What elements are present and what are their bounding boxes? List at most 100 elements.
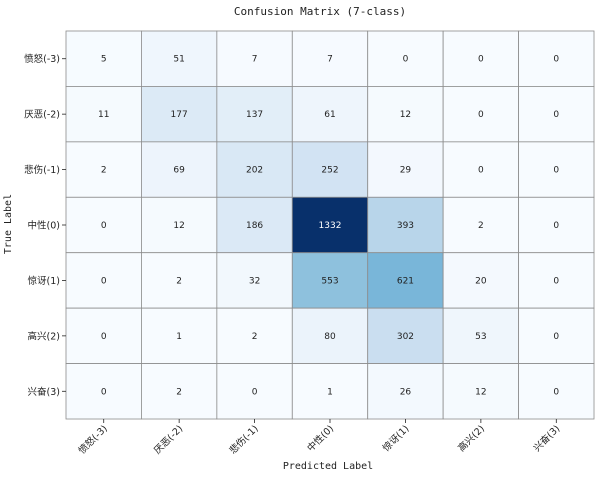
cell-value-label: 302	[397, 332, 414, 342]
heatmap-cell	[216, 307, 293, 364]
heatmap-cell	[216, 141, 293, 198]
cell-value-label: 2	[176, 276, 182, 286]
cell-value-label: 186	[246, 221, 263, 231]
heatmap-cell	[291, 141, 369, 198]
cell-value-label: 12	[475, 387, 486, 397]
cell-value-label: 393	[397, 221, 414, 231]
heatmap-cell	[216, 30, 293, 87]
y-tick-label: 兴奋(3)	[28, 386, 60, 398]
cell-value-label: 0	[101, 221, 107, 231]
cell-value-label: 0	[101, 332, 107, 342]
cell-value-label: 0	[478, 166, 484, 176]
heatmap-cell	[216, 86, 293, 143]
cell-value-label: 69	[173, 166, 185, 176]
x-tick-label: 兴奋(3)	[531, 423, 562, 454]
cell-value-label: 12	[173, 221, 184, 231]
x-tick-label: 悲伤(-1)	[227, 423, 261, 457]
heatmap-cell	[291, 307, 369, 364]
heatmap-cell	[291, 363, 369, 420]
heatmap-cell	[141, 141, 218, 198]
heatmap-cell	[518, 86, 595, 143]
cell-value-label: 7	[252, 55, 258, 65]
heatmap-cell	[367, 30, 444, 87]
heatmap-cell	[442, 141, 519, 198]
heatmap-cell	[65, 196, 142, 254]
y-axis-label: True Label	[3, 194, 14, 254]
y-tick-labels: 愤怒(-3) 厌恶(-2) 悲伤(-1) 中性(0) 惊讶(1) 高兴(2) 兴奋(3)	[24, 53, 66, 398]
cell-value-label: 1	[176, 332, 182, 342]
cell-value-label: 137	[246, 110, 263, 120]
cell-value-label: 202	[246, 166, 263, 176]
heatmap-cell	[141, 307, 218, 364]
cell-value-label: 621	[397, 276, 414, 286]
cell-value-label: 12	[400, 110, 411, 120]
cell-value-label: 553	[321, 276, 338, 286]
heatmap-cell	[518, 252, 595, 309]
cell-value-label: 0	[252, 387, 258, 397]
heatmap-cell	[442, 86, 519, 143]
cell-value-label: 32	[249, 276, 260, 286]
cell-value-label: 0	[101, 276, 107, 286]
cell-value-label: 80	[324, 332, 336, 342]
cell-value-label: 2	[478, 221, 484, 231]
heatmap-cell	[291, 30, 369, 87]
cell-value-label: 53	[475, 332, 486, 342]
heatmap-cell	[367, 307, 444, 364]
heatmap-cell	[442, 196, 519, 254]
cell-value-label: 177	[171, 110, 188, 120]
cell-value-label: 20	[475, 276, 487, 286]
cell-value-label: 51	[173, 55, 184, 65]
cell-value-label: 0	[553, 55, 559, 65]
x-tick-label: 中性(0)	[305, 423, 336, 454]
cell-value-label: 0	[478, 110, 484, 120]
cell-value-label: 0	[553, 166, 559, 176]
y-tick-label: 悲伤(-1)	[24, 164, 60, 176]
heatmap-cell	[216, 252, 293, 309]
heatmap-cell	[442, 30, 519, 87]
cell-value-label: 252	[321, 166, 338, 176]
cell-value-label: 29	[400, 166, 412, 176]
x-axis-label: Predicted Label	[283, 461, 373, 472]
heatmap-cell	[367, 141, 444, 198]
y-tick-label: 惊讶(1)	[28, 275, 60, 287]
cell-value-label: 0	[553, 221, 559, 231]
cell-value-label: 2	[176, 387, 182, 397]
cell-value-label: 61	[324, 110, 335, 120]
x-tick-label: 厌恶(-2)	[152, 423, 185, 456]
y-tick-label: 愤怒(-3)	[24, 53, 60, 65]
cell-value-label: 0	[403, 55, 409, 65]
heatmap-cells: 5 51 7 7 0 0 011 177 137 61 12 0 02 69 202 252 29 0 00 12 18…	[65, 30, 595, 420]
heatmap-cell	[141, 30, 218, 87]
cell-value-label: 1332	[319, 221, 342, 231]
heatmap-cell	[518, 141, 595, 198]
heatmap-cell	[65, 363, 142, 420]
cell-value-label: 0	[553, 276, 559, 286]
cell-value-label: 0	[553, 332, 559, 342]
cell-value-label: 11	[98, 110, 109, 120]
heatmap-cell	[141, 196, 218, 254]
heatmap-cell	[518, 307, 595, 364]
heatmap-cell	[216, 363, 293, 420]
cell-value-label: 0	[553, 110, 559, 120]
x-tick-labels: 愤怒(-3) 厌恶(-2) 悲伤(-1) 中性(0) 惊讶(1) 高兴(2) 兴奋(3)	[76, 419, 562, 457]
chart-title: Confusion Matrix (7-class)	[234, 5, 406, 18]
heatmap-cell	[518, 363, 595, 420]
y-tick-label: 高兴(2)	[28, 330, 60, 342]
cell-value-label: 5	[101, 55, 107, 65]
heatmap-cell	[367, 363, 444, 420]
heatmap-cell	[518, 196, 595, 254]
heatmap-cell	[367, 86, 444, 143]
cell-value-label: 7	[327, 55, 333, 65]
heatmap-cell	[65, 252, 142, 309]
cell-value-label: 0	[101, 387, 107, 397]
heatmap-cell	[291, 196, 369, 254]
heatmap-cell	[442, 363, 519, 420]
cell-value-label: 1	[327, 387, 333, 397]
cell-value-label: 0	[478, 55, 484, 65]
y-tick-label: 厌恶(-2)	[24, 110, 60, 121]
x-tick-label: 愤怒(-3)	[76, 423, 110, 457]
y-tick-label: 中性(0)	[28, 220, 60, 232]
cell-value-label: 2	[101, 166, 107, 176]
cell-value-label: 0	[553, 387, 559, 397]
